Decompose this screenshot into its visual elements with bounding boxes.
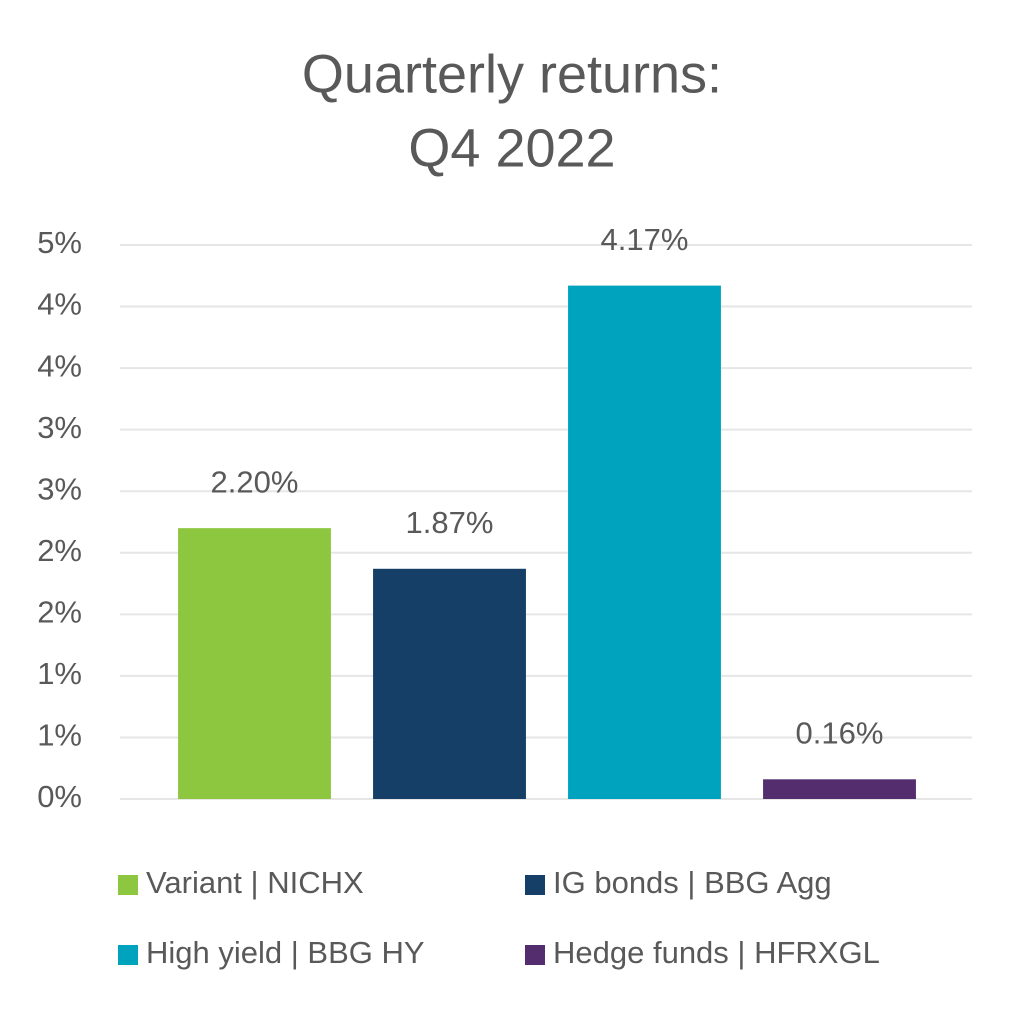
y-tick-label: 4% (37, 287, 82, 322)
value-label: 0.16% (796, 715, 884, 750)
value-label: 1.87% (406, 505, 494, 540)
value-label: 4.17% (601, 222, 689, 257)
bar (373, 568, 526, 799)
value-label: 2.20% (211, 464, 299, 499)
y-tick-label: 1% (37, 718, 82, 753)
y-tick-label: 1% (37, 656, 82, 691)
bar (178, 528, 331, 799)
y-tick-label: 2% (37, 595, 82, 630)
bar (568, 285, 721, 799)
bar (763, 779, 916, 799)
y-tick-label: 3% (37, 410, 82, 445)
legend-label: IG bonds | BBG Agg (553, 865, 832, 900)
legend-label: High yield | BBG HY (146, 935, 425, 970)
y-tick-label: 5% (37, 225, 82, 260)
legend-label: Hedge funds | HFRXGL (553, 935, 880, 970)
legend-swatch (525, 945, 545, 965)
y-tick-label: 0% (37, 779, 82, 814)
y-tick-label: 2% (37, 533, 82, 568)
y-tick-label: 4% (37, 348, 82, 383)
legend-label: Variant | NICHX (146, 865, 364, 900)
chart-title: Quarterly returns: (302, 44, 722, 104)
legend-swatch (118, 945, 138, 965)
y-tick-label: 3% (37, 471, 82, 506)
chart-title: Q4 2022 (408, 118, 615, 178)
legend-swatch (525, 875, 545, 895)
legend-swatch (118, 875, 138, 895)
